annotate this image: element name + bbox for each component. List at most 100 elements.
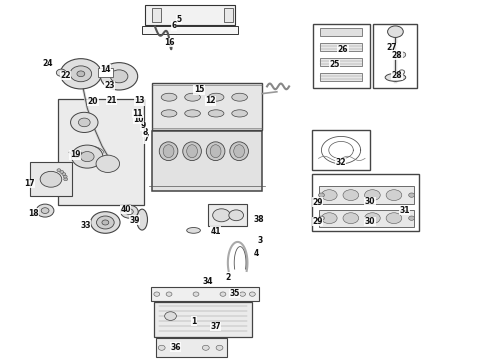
Text: 32: 32 xyxy=(335,158,346,167)
Bar xyxy=(154,302,252,337)
Text: 14: 14 xyxy=(100,65,111,74)
Ellipse shape xyxy=(365,213,380,224)
Text: 22: 22 xyxy=(60,71,71,80)
Text: 29: 29 xyxy=(312,198,323,207)
Ellipse shape xyxy=(321,213,337,224)
Text: 2: 2 xyxy=(225,274,230,282)
Circle shape xyxy=(193,292,199,296)
Circle shape xyxy=(318,193,324,197)
Bar xyxy=(373,24,417,88)
Text: 1: 1 xyxy=(191,317,196,325)
Ellipse shape xyxy=(230,142,248,161)
Bar xyxy=(318,210,414,227)
Circle shape xyxy=(409,216,415,220)
Text: 12: 12 xyxy=(205,96,216,105)
Bar xyxy=(320,58,362,66)
Ellipse shape xyxy=(232,110,247,117)
Bar xyxy=(30,162,72,196)
Bar xyxy=(145,5,235,25)
Ellipse shape xyxy=(343,213,359,224)
Ellipse shape xyxy=(210,145,221,158)
Ellipse shape xyxy=(208,110,224,117)
Ellipse shape xyxy=(386,190,402,201)
Text: 25: 25 xyxy=(329,60,340,69)
Ellipse shape xyxy=(386,213,402,224)
Text: 27: 27 xyxy=(387,43,397,52)
Circle shape xyxy=(71,112,98,132)
Text: 15: 15 xyxy=(194,85,204,94)
Circle shape xyxy=(36,204,54,217)
Circle shape xyxy=(229,210,244,221)
Ellipse shape xyxy=(163,145,174,158)
Circle shape xyxy=(240,292,245,296)
Circle shape xyxy=(154,292,160,296)
Text: 19: 19 xyxy=(70,150,80,159)
Circle shape xyxy=(96,155,120,172)
Ellipse shape xyxy=(183,142,201,161)
Text: 34: 34 xyxy=(203,277,214,286)
Circle shape xyxy=(318,216,324,220)
Circle shape xyxy=(213,209,230,222)
Text: 28: 28 xyxy=(392,71,402,80)
Circle shape xyxy=(80,152,94,162)
Circle shape xyxy=(409,193,415,197)
Bar xyxy=(58,99,144,205)
Text: 20: 20 xyxy=(88,97,98,106)
Text: 3: 3 xyxy=(257,236,262,245)
Bar xyxy=(318,186,414,204)
Bar xyxy=(320,43,362,51)
Circle shape xyxy=(216,345,223,350)
Text: 18: 18 xyxy=(28,209,39,217)
Ellipse shape xyxy=(365,190,380,201)
Circle shape xyxy=(220,292,226,296)
Circle shape xyxy=(102,220,109,225)
Circle shape xyxy=(60,59,101,89)
Circle shape xyxy=(97,216,114,229)
Circle shape xyxy=(399,70,405,74)
Circle shape xyxy=(78,118,90,127)
Text: 7: 7 xyxy=(144,134,148,143)
Bar xyxy=(312,130,370,170)
Bar xyxy=(312,174,419,231)
Text: 24: 24 xyxy=(42,59,53,68)
Text: 11: 11 xyxy=(132,109,143,118)
Bar xyxy=(208,204,247,226)
Circle shape xyxy=(91,212,120,233)
Text: 39: 39 xyxy=(129,216,140,225)
Text: 31: 31 xyxy=(399,206,410,215)
Circle shape xyxy=(63,175,67,178)
Ellipse shape xyxy=(185,110,200,117)
Ellipse shape xyxy=(343,190,359,201)
Text: 16: 16 xyxy=(164,38,174,47)
Text: 40: 40 xyxy=(120,205,131,214)
Ellipse shape xyxy=(234,145,245,158)
Text: 4: 4 xyxy=(254,249,259,258)
Text: 6: 6 xyxy=(172,21,176,30)
Text: 26: 26 xyxy=(338,45,348,54)
Circle shape xyxy=(56,69,66,76)
Circle shape xyxy=(64,178,68,181)
Text: 13: 13 xyxy=(134,96,145,105)
Ellipse shape xyxy=(321,190,337,201)
Bar xyxy=(320,28,362,36)
Circle shape xyxy=(77,71,85,77)
Ellipse shape xyxy=(159,142,178,161)
Ellipse shape xyxy=(206,142,225,161)
Bar xyxy=(152,8,161,22)
Ellipse shape xyxy=(232,93,247,101)
Circle shape xyxy=(100,63,138,90)
Text: 38: 38 xyxy=(253,215,264,224)
Bar xyxy=(142,26,238,34)
Text: 28: 28 xyxy=(392,50,402,59)
Text: 30: 30 xyxy=(365,197,375,206)
Text: 37: 37 xyxy=(210,322,221,331)
Text: 5: 5 xyxy=(176,15,181,24)
Text: 33: 33 xyxy=(80,220,91,230)
Text: 41: 41 xyxy=(210,227,221,236)
Ellipse shape xyxy=(161,110,177,117)
Ellipse shape xyxy=(385,73,406,81)
Ellipse shape xyxy=(187,145,197,158)
Ellipse shape xyxy=(185,93,200,101)
Bar xyxy=(224,8,233,22)
Bar xyxy=(156,338,227,357)
